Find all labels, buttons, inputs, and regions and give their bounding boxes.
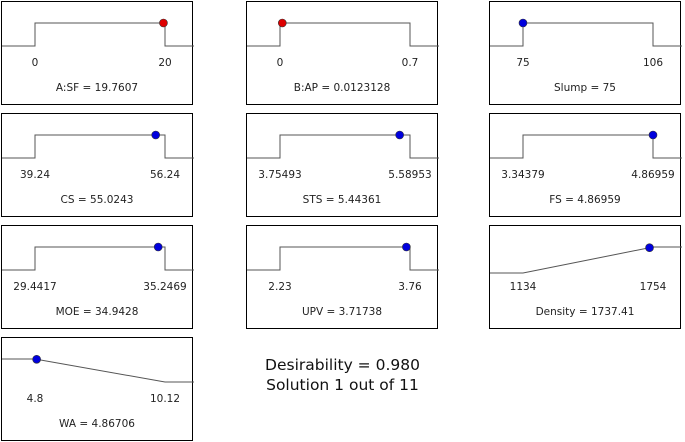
- ramp-plot: [490, 130, 682, 159]
- ramp-panel: 0 20 A:SF = 19.7607: [1, 1, 194, 105]
- high-limit-label: 56.24: [149, 169, 181, 181]
- ramp-plot: [490, 18, 682, 47]
- ramp-plot: [2, 354, 194, 383]
- optimum-marker: [32, 354, 41, 364]
- factor-value-label: MOE = 34.9428: [55, 306, 139, 318]
- high-limit-label: 3.76: [398, 281, 422, 293]
- low-limit-label: 75: [516, 57, 530, 69]
- solution-summary: Desirability = 0.980 Solution 1 out of 1…: [250, 355, 435, 395]
- desirability-ramp-line: [2, 134, 194, 159]
- optimum-marker: [159, 18, 168, 28]
- ramp-panel: 4.8 10.12 WA = 4.86706: [1, 337, 194, 441]
- optimum-marker: [518, 18, 528, 28]
- desirability-ramp-line: [490, 246, 682, 274]
- high-limit-label: 0.7: [401, 57, 419, 69]
- ramp-plot: [2, 130, 194, 159]
- desirability-ramp-line: [2, 22, 194, 47]
- low-limit-label: 2.23: [268, 281, 292, 293]
- factor-value-label: UPV = 3.71738: [301, 306, 383, 318]
- high-limit-label: 4.86959: [631, 169, 675, 181]
- ramp-panel: 3.75493 5.58953 STS = 5.44361: [246, 113, 439, 217]
- ramp-panel: 29.4417 35.2469 MOE = 34.9428: [1, 225, 194, 329]
- high-limit-label: 20: [158, 57, 172, 69]
- factor-value-label: WA = 4.86706: [59, 418, 135, 430]
- optimum-marker: [153, 242, 163, 252]
- ramp-panel: 3.34379 4.86959 FS = 4.86959: [489, 113, 682, 217]
- factor-value-label: CS = 55.0243: [60, 194, 134, 206]
- low-limit-label: 1134: [509, 281, 537, 293]
- low-limit-label: 0: [31, 57, 39, 69]
- optimum-marker: [402, 242, 411, 252]
- ramp-plot: [247, 18, 439, 47]
- optimum-marker: [277, 18, 287, 28]
- ramp-panel: 2.23 3.76 UPV = 3.71738: [246, 225, 439, 329]
- ramp-plot: [247, 242, 439, 271]
- ramp-plot: [247, 130, 439, 159]
- ramp-panel: 1134 1754 Density = 1737.41: [489, 225, 682, 329]
- high-limit-label: 10.12: [149, 393, 181, 405]
- desirability-ramp-line: [490, 134, 682, 159]
- factor-value-label: B:AP = 0.0123128: [293, 82, 391, 94]
- optimum-marker: [645, 243, 654, 253]
- ramp-panel: 0 0.7 B:AP = 0.0123128: [246, 1, 439, 105]
- low-limit-label: 39.24: [19, 169, 51, 181]
- high-limit-label: 1754: [639, 281, 667, 293]
- factor-value-label: Slump = 75: [554, 82, 616, 94]
- low-limit-label: 0: [276, 57, 284, 69]
- ramp-panel: 39.24 56.24 CS = 55.0243: [1, 113, 194, 217]
- desirability-text: Desirability = 0.980: [265, 356, 420, 374]
- low-limit-label: 3.34379: [501, 169, 545, 181]
- factor-value-label: A:SF = 19.7607: [55, 82, 139, 94]
- factor-value-label: STS = 5.44361: [302, 194, 382, 206]
- ramp-plot: [2, 18, 194, 47]
- optimum-marker: [151, 130, 160, 140]
- high-limit-label: 106: [642, 57, 664, 69]
- desirability-ramp-line: [2, 246, 194, 271]
- ramp-panel: 75 106 Slump = 75: [489, 1, 682, 105]
- factor-value-label: FS = 4.86959: [549, 194, 621, 206]
- desirability-ramp-line: [247, 246, 439, 271]
- low-limit-label: 3.75493: [258, 169, 302, 181]
- desirability-ramp-line: [247, 134, 439, 159]
- ramp-plot: [2, 242, 194, 271]
- high-limit-label: 5.58953: [388, 169, 432, 181]
- desirability-ramp-line: [490, 22, 682, 47]
- desirability-ramp-line: [2, 358, 194, 383]
- ramp-plot: [490, 243, 682, 274]
- low-limit-label: 4.8: [26, 393, 44, 405]
- optimum-marker: [395, 130, 404, 140]
- low-limit-label: 29.4417: [13, 281, 57, 293]
- solution-text: Solution 1 out of 11: [266, 376, 419, 394]
- high-limit-label: 35.2469: [143, 281, 187, 293]
- desirability-ramp-line: [247, 22, 439, 47]
- factor-value-label: Density = 1737.41: [535, 306, 635, 318]
- optimum-marker: [648, 130, 658, 140]
